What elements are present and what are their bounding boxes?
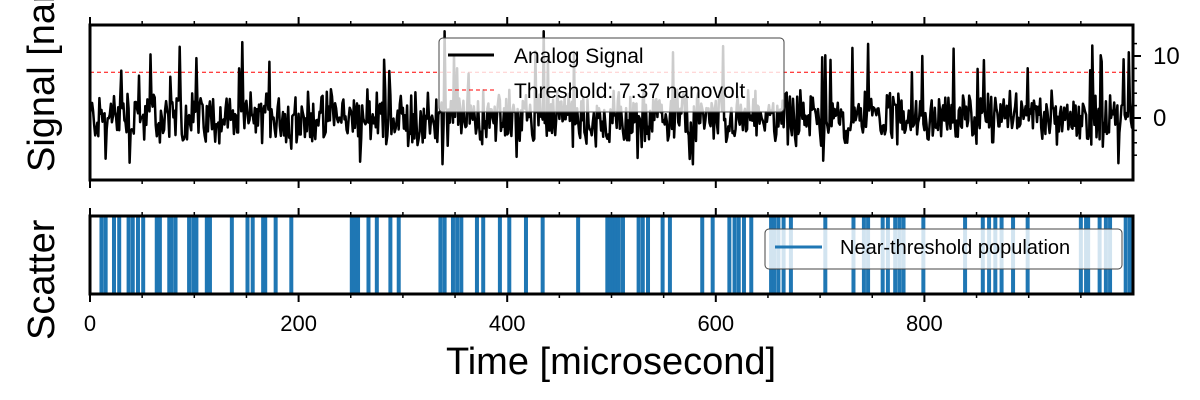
signal-y-tick-label: 0 <box>1153 105 1166 132</box>
event-bar <box>736 216 741 294</box>
signal-legend: Analog Signal Threshold: 7.37 nanovolt <box>438 37 785 113</box>
signal-x-ticks <box>89 17 1082 188</box>
signal-y-ticks: 0 10 <box>1133 42 1180 156</box>
scatter-x-ticks: 0 200 400 600 800 <box>84 208 1082 336</box>
x-tick-label: 400 <box>489 311 526 336</box>
event-bar <box>99 216 104 294</box>
event-bar <box>749 216 754 294</box>
signal-line <box>88 29 1135 166</box>
event-bar <box>157 216 162 294</box>
legend-analog-signal-label: Analog Signal <box>514 45 644 68</box>
event-bar <box>611 216 616 294</box>
event-bar <box>576 216 581 294</box>
x-tick-label: 600 <box>697 311 734 336</box>
legend-near-threshold-label: Near-threshold population <box>840 237 1070 259</box>
signal-y-axis-label: Signal [nanovolt] <box>21 0 63 172</box>
event-bar <box>356 216 361 294</box>
event-bar <box>523 216 528 294</box>
event-bar <box>732 216 737 294</box>
event-bar <box>263 216 268 294</box>
event-bar <box>646 216 651 294</box>
event-bar <box>366 216 371 294</box>
event-bar <box>191 216 196 294</box>
event-bar <box>474 216 479 294</box>
event-bar <box>245 216 250 294</box>
event-bar <box>126 216 131 294</box>
event-bar <box>455 216 460 294</box>
event-bar <box>103 216 108 294</box>
event-bar <box>194 216 199 294</box>
event-bar <box>442 216 447 294</box>
event-bar <box>207 216 212 294</box>
event-bar <box>141 216 146 294</box>
event-bar <box>507 216 512 294</box>
x-tick-label: 800 <box>906 311 943 336</box>
event-bar <box>154 216 159 294</box>
event-bar <box>700 216 705 294</box>
event-bar <box>636 216 641 294</box>
event-bar <box>352 216 357 294</box>
event-bar <box>374 216 379 294</box>
x-tick-label: 200 <box>280 311 317 336</box>
event-bar <box>605 216 610 294</box>
event-bar <box>111 216 116 294</box>
event-bar <box>660 216 665 294</box>
event-bar <box>481 216 486 294</box>
event-bar <box>187 216 192 294</box>
event-bar <box>640 216 645 294</box>
event-bar <box>620 216 625 294</box>
scatter-panel: 0 200 400 600 800 Near-threshold population <box>84 208 1135 336</box>
signal-y-tick-label: 10 <box>1153 43 1180 70</box>
event-bar <box>204 216 209 294</box>
legend-threshold-label: Threshold: 7.37 nanovolt <box>514 80 745 103</box>
event-bar <box>169 216 174 294</box>
event-bar <box>616 216 621 294</box>
event-bar <box>167 216 172 294</box>
event-bar <box>608 216 613 294</box>
scatter-y-axis-label: Scatter <box>21 219 63 340</box>
signal-legend-box <box>438 37 785 113</box>
event-bar <box>261 216 266 294</box>
event-bar <box>667 216 672 294</box>
event-bar <box>388 216 393 294</box>
event-bar <box>250 216 255 294</box>
event-bar <box>450 216 455 294</box>
event-bar <box>613 216 618 294</box>
event-bar <box>459 216 464 294</box>
x-axis-label: Time [microsecond] <box>446 341 776 383</box>
event-bar <box>273 216 278 294</box>
event-bar <box>173 216 178 294</box>
signal-panel: 0 10 Analog Signal Threshold: 7.37 nanovo… <box>88 17 1180 188</box>
event-bar <box>349 216 354 294</box>
event-bar <box>117 216 122 294</box>
event-bar <box>289 216 294 294</box>
event-bar <box>229 216 234 294</box>
x-tick-label: 0 <box>84 311 96 336</box>
event-bar <box>396 216 401 294</box>
event-bar <box>497 216 502 294</box>
event-bar <box>135 216 140 294</box>
event-bar <box>710 216 715 294</box>
event-bar <box>540 216 545 294</box>
scatter-legend: Near-threshold population <box>764 228 1123 270</box>
event-bar <box>741 216 746 294</box>
event-bar <box>438 216 443 294</box>
event-bar <box>1123 216 1128 294</box>
event-bar <box>1127 216 1132 294</box>
scatter-legend-box <box>764 228 1123 270</box>
event-bar <box>130 216 135 294</box>
event-bar <box>727 216 732 294</box>
